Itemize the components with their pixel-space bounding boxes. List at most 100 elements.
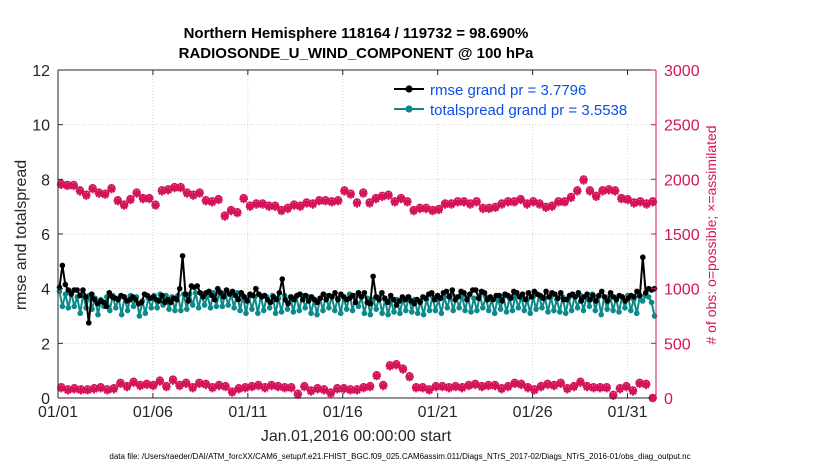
spread-point: [59, 303, 66, 310]
obs-low-assimilated-point: [273, 382, 283, 392]
spread-point: [562, 310, 569, 317]
obs-low-assimilated-point: [609, 391, 618, 400]
rmse-point: [106, 289, 113, 296]
obs-high-assimilated-point: [485, 204, 494, 214]
legend-spread-label: totalspread grand pr = 3.5538: [430, 102, 627, 119]
obs-high-assimilated-point: [585, 187, 595, 196]
rmse-point: [59, 262, 66, 269]
spread-point: [65, 305, 72, 311]
obs-low-assimilated-point: [438, 382, 447, 392]
spread-point: [491, 310, 498, 317]
obs-low-assimilated-point: [615, 385, 625, 394]
spread-point: [290, 309, 297, 315]
rmse-point: [214, 285, 221, 292]
rmse-point: [168, 299, 174, 306]
obs-high-assimilated-point: [113, 197, 122, 206]
chart-title-line2: RADIOSONDE_U_WIND_COMPONENT @ 100 hPa: [179, 45, 534, 62]
spread-point: [450, 307, 457, 314]
spread-point: [610, 307, 616, 314]
spread-point: [331, 307, 338, 314]
obs-low-assimilated-point: [333, 385, 342, 394]
rmse-point: [217, 289, 224, 296]
rmse-point: [449, 287, 456, 293]
spread-point: [118, 311, 125, 318]
obs-low-assimilated-point: [556, 379, 565, 388]
spread-point: [201, 302, 208, 308]
obs-low-assimilated-point: [293, 390, 303, 399]
rmse-point: [212, 296, 218, 303]
obs-high-assimilated-point: [516, 195, 525, 205]
obs-low-assimilated-point: [576, 378, 585, 387]
obs-high-assimilated-point: [403, 198, 412, 207]
obs-high-assimilated-point: [440, 200, 450, 209]
spread-point: [219, 303, 226, 310]
spread-point: [326, 305, 332, 311]
rmse-point: [209, 292, 215, 299]
rmse-point: [464, 296, 470, 303]
rmse-point: [557, 289, 564, 296]
obs-low-assimilated-point: [162, 382, 171, 392]
obs-low-assimilated-point: [510, 379, 519, 388]
obs-high-assimilated-point: [201, 197, 211, 206]
rmse-point: [244, 298, 250, 304]
rmse-point: [640, 254, 646, 261]
axes: 01/01 01/06 01/11 01/16 01/21 01/26 01/31 0 2 4 6 8…: [32, 63, 699, 421]
rmse-point: [179, 253, 186, 259]
spread-point: [533, 306, 539, 312]
rmse-point: [329, 294, 335, 300]
obs-high-assimilated-point: [239, 194, 248, 204]
spread-point: [207, 305, 214, 311]
obs-low-assimilated-point: [287, 384, 296, 393]
rmse-point: [332, 289, 338, 296]
spread-point: [639, 298, 646, 304]
spread-point: [231, 305, 237, 311]
rmse-point: [335, 296, 341, 303]
y-right-tick-label: 1500: [664, 227, 700, 244]
spread-point: [598, 311, 605, 318]
spread-point: [373, 306, 380, 312]
rmse-point: [361, 289, 368, 296]
obs-high-assimilated-point: [409, 206, 418, 216]
rmse-point: [297, 291, 303, 297]
obs-low-assimilated-point: [352, 386, 362, 395]
obs-low-assimilated-point: [149, 381, 158, 391]
spread-point: [580, 307, 587, 314]
obs-high-assimilated-point: [359, 189, 368, 198]
rmse-point: [554, 295, 561, 302]
obs-low-assimilated-point: [70, 385, 79, 394]
x-axis-label: Jan.01,2016 00:00:00 start: [261, 428, 452, 445]
obs-high-assimilated-point: [289, 201, 299, 210]
obs-high-assimilated-point: [176, 183, 185, 193]
rmse-point: [299, 296, 306, 303]
rmse-point: [499, 298, 505, 304]
obs-low-assimilated-point: [326, 389, 335, 398]
spread-point: [444, 305, 451, 311]
rmse-point: [431, 296, 438, 303]
rmse-point: [320, 291, 327, 297]
obs-low-assimilated-point: [602, 384, 611, 393]
obs-low-assimilated-point: [365, 382, 375, 392]
obs-high-assimilated-point: [302, 199, 311, 208]
y-right-tick-label: 3000: [664, 63, 700, 80]
legend-rmse-label: rmse grand pr = 3.7796: [430, 82, 586, 99]
spread-point: [622, 305, 628, 311]
rmse-point: [455, 294, 461, 300]
spread-point: [62, 291, 69, 297]
obs-high-assimilated-point: [547, 202, 557, 211]
spread-point: [509, 307, 516, 314]
spread-point: [456, 305, 462, 311]
rmse-point: [596, 292, 602, 299]
rmse-point: [232, 292, 239, 299]
spread-point: [521, 307, 528, 314]
spread-point: [497, 306, 504, 312]
obs-low-assimilated-point: [372, 371, 381, 381]
y-tick-label: 12: [32, 63, 50, 80]
obs-low-assimilated-point: [135, 381, 145, 391]
obs-high-assimilated-point: [352, 199, 362, 208]
rmse-point: [132, 296, 139, 303]
obs-low-assimilated-point: [181, 379, 191, 388]
rmse-point: [405, 294, 412, 300]
y-right-tick-label: 500: [664, 336, 691, 353]
obs-high-assimilated-point: [189, 191, 198, 200]
obs-high-assimilated-point: [378, 192, 387, 201]
